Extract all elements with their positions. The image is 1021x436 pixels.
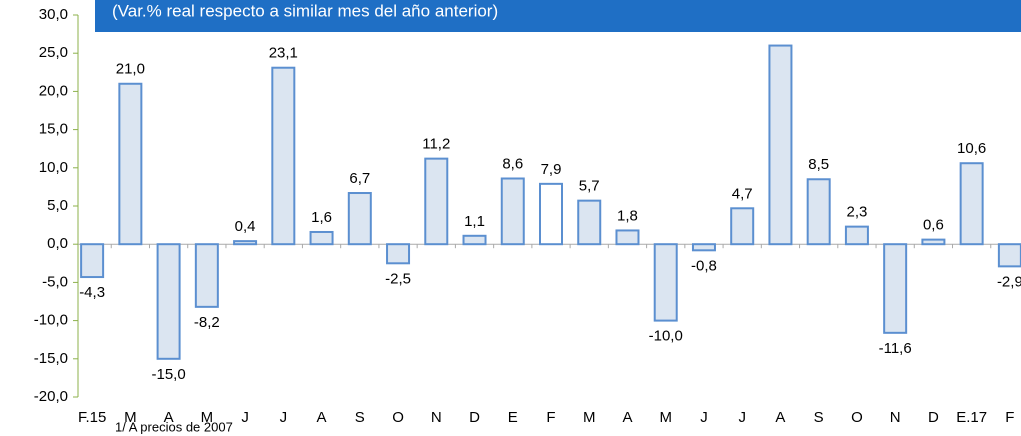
x-tick-label: F <box>546 409 555 426</box>
y-tick-label: 20,0 <box>39 82 68 99</box>
x-tick-label: M <box>124 409 137 426</box>
x-tick-label: S <box>355 409 365 426</box>
x-tick-label: A <box>164 409 174 426</box>
bar <box>462 234 487 246</box>
bar <box>80 243 105 279</box>
value-label: -0,8 <box>691 257 717 274</box>
value-label: 7,9 <box>541 161 562 178</box>
x-tick-label: A <box>622 409 632 426</box>
y-tick-label: 25,0 <box>39 44 68 61</box>
bar <box>653 243 678 322</box>
value-label: -11,6 <box>879 340 912 357</box>
y-tick-label: -10,0 <box>34 312 68 329</box>
bar <box>691 243 716 252</box>
bar <box>156 243 181 360</box>
x-tick-label: F.15 <box>78 409 106 426</box>
bar <box>959 162 984 246</box>
bar <box>806 178 831 246</box>
x-tick-label: J <box>700 409 708 426</box>
x-tick-label: M <box>583 409 596 426</box>
x-tick-label: M <box>659 409 672 426</box>
bar <box>500 177 525 246</box>
value-label: 10,6 <box>957 140 986 157</box>
y-tick-label: -15,0 <box>34 350 68 367</box>
bar <box>883 243 908 334</box>
y-tick-label: -20,0 <box>34 388 68 405</box>
bar <box>347 192 372 246</box>
value-label: 2,3 <box>846 204 867 221</box>
bar <box>118 82 143 246</box>
bar <box>539 182 563 246</box>
x-tick-label: N <box>431 409 442 426</box>
x-tick-label: O <box>392 409 404 426</box>
bar <box>424 157 449 246</box>
bar <box>309 230 334 246</box>
bar <box>386 243 411 265</box>
title-banner <box>95 0 1021 32</box>
value-label: 0,6 <box>923 217 944 234</box>
x-tick-label: A <box>317 409 327 426</box>
x-tick-label: O <box>851 409 863 426</box>
bar <box>921 238 946 246</box>
value-label: 6,7 <box>349 170 370 187</box>
bar <box>997 243 1021 268</box>
footnote: 1/ A precios de 2007 <box>115 419 233 434</box>
x-tick-label: J <box>738 409 746 426</box>
value-label: 0,4 <box>235 218 256 235</box>
x-tick-label: D <box>928 409 939 426</box>
bar <box>615 229 640 246</box>
x-tick-label: M <box>201 409 214 426</box>
value-label: 21,0 <box>116 61 145 78</box>
value-label: 23,1 <box>269 45 298 62</box>
x-tick-label: D <box>469 409 480 426</box>
value-label: -15,0 <box>151 366 185 383</box>
y-tick-label: 0,0 <box>47 235 68 252</box>
value-label: 4,7 <box>732 185 753 202</box>
x-tick-label: N <box>890 409 901 426</box>
value-label: -10,0 <box>649 328 683 345</box>
bar <box>768 44 793 246</box>
y-tick-label: 5,0 <box>47 197 68 214</box>
y-tick-label: -5,0 <box>42 273 68 290</box>
value-label: -8,2 <box>194 314 220 331</box>
value-label: 1,1 <box>464 213 485 230</box>
x-tick-label: S <box>814 409 824 426</box>
x-tick-label: E.17 <box>956 409 987 426</box>
value-label: 1,6 <box>311 209 332 226</box>
y-tick-label: 30,0 <box>39 6 68 23</box>
y-tick-label: 10,0 <box>39 159 68 176</box>
x-tick-label: A <box>775 409 785 426</box>
x-tick-label: J <box>241 409 249 426</box>
x-tick-label: F <box>1005 409 1014 426</box>
bar <box>233 240 258 246</box>
value-label: 5,7 <box>579 178 600 195</box>
value-label: 8,5 <box>808 156 829 173</box>
bar <box>271 66 296 246</box>
value-label: -2,9 <box>997 273 1021 290</box>
bar <box>730 207 755 246</box>
x-tick-label: E <box>508 409 518 426</box>
bar <box>844 225 869 246</box>
value-label: -4,3 <box>79 284 105 301</box>
value-label: 1,8 <box>617 207 638 224</box>
value-label: -2,5 <box>385 270 411 287</box>
chart-title: (Var.% real respecto a similar mes del a… <box>112 1 498 20</box>
x-tick-label: J <box>280 409 288 426</box>
bar <box>577 199 602 246</box>
value-label: 8,6 <box>502 155 523 172</box>
value-label: 11,2 <box>422 136 450 153</box>
y-tick-label: 15,0 <box>39 121 68 138</box>
bar <box>194 243 219 308</box>
